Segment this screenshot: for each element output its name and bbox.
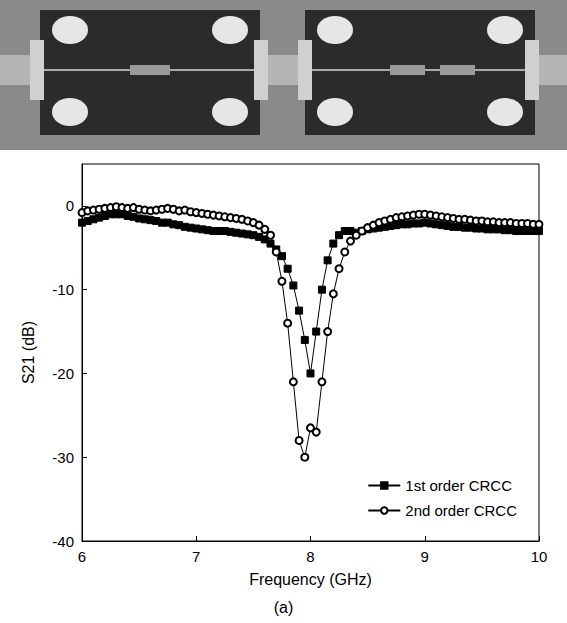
svg-text:-30: -30 <box>52 449 74 466</box>
svg-text:-40: -40 <box>52 533 74 550</box>
svg-text:(a): (a) <box>274 599 294 616</box>
svg-text:-10: -10 <box>52 281 74 298</box>
svg-text:7: 7 <box>192 548 200 565</box>
svg-text:9: 9 <box>421 548 429 565</box>
svg-text:6: 6 <box>78 548 86 565</box>
svg-text:S21 (dB): S21 (dB) <box>20 321 37 384</box>
svg-text:1st order CRCC: 1st order CRCC <box>405 477 512 494</box>
svg-text:-20: -20 <box>52 365 74 382</box>
svg-text:2nd order CRCC: 2nd order CRCC <box>405 502 517 519</box>
svg-text:10: 10 <box>531 548 548 565</box>
svg-text:0: 0 <box>66 197 74 214</box>
svg-text:Frequency (GHz): Frequency (GHz) <box>249 571 372 588</box>
svg-text:8: 8 <box>306 548 314 565</box>
